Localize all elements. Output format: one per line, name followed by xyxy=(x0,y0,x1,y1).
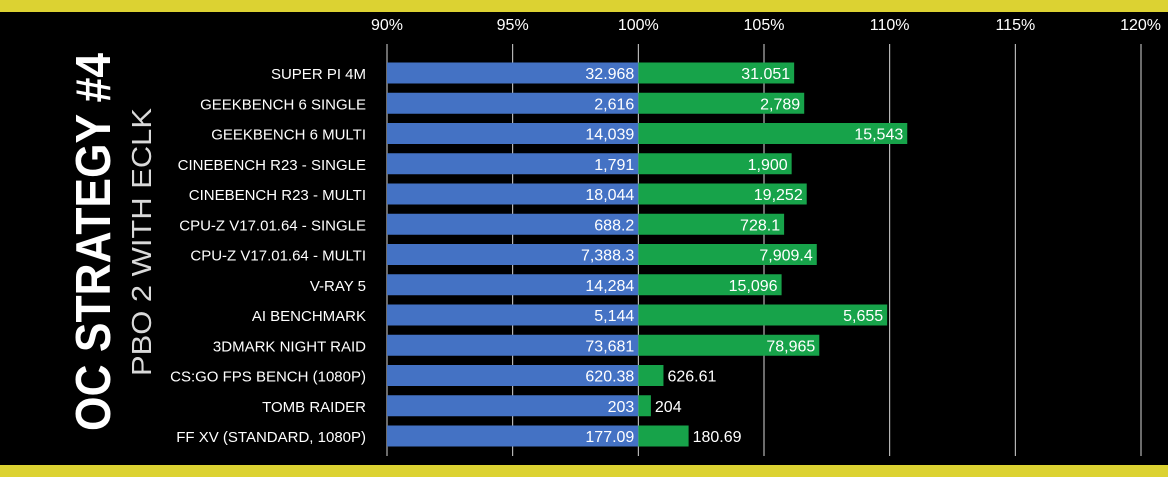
category-label: V-RAY 5 xyxy=(310,278,366,295)
category-label: 3DMARK NIGHT RAID xyxy=(213,338,366,355)
oc-value-label: 180.69 xyxy=(693,429,742,446)
baseline-bar xyxy=(387,62,639,84)
baseline-value-label: 5,144 xyxy=(594,308,634,325)
category-label: CS:GO FPS BENCH (1080P) xyxy=(170,369,366,386)
chart-subtitle: PBO 2 WITH ECLK xyxy=(126,108,157,376)
baseline-value-label: 2,616 xyxy=(594,96,634,113)
oc-bar xyxy=(638,425,689,447)
oc-bar xyxy=(638,395,651,417)
baseline-bar xyxy=(387,425,639,447)
baseline-value-label: 620.38 xyxy=(585,369,634,386)
category-label: CINEBENCH R23 - MULTI xyxy=(189,187,366,204)
side-title: OC STRATEGY #4 PBO 2 WITH ECLK xyxy=(67,53,157,431)
chart-title: OC STRATEGY #4 xyxy=(67,53,121,431)
x-tick-label: 100% xyxy=(618,17,659,34)
baseline-value-label: 18,044 xyxy=(585,187,634,204)
oc-bar xyxy=(638,244,817,265)
baseline-bar xyxy=(387,92,639,114)
oc-value-label: 204 xyxy=(655,399,682,416)
baseline-value-label: 14,039 xyxy=(585,127,634,144)
oc-value-label: 19,252 xyxy=(754,187,803,204)
category-label: TOMB RAIDER xyxy=(262,399,366,416)
baseline-bar xyxy=(387,213,639,235)
baseline-value-label: 7,388.3 xyxy=(581,248,634,265)
baseline-bar xyxy=(387,183,639,205)
bars xyxy=(387,62,908,447)
oc-value-label: 728.1 xyxy=(740,217,780,234)
oc-bar xyxy=(638,274,782,296)
baseline-value-label: 688.2 xyxy=(594,217,634,234)
x-tick-label: 95% xyxy=(497,17,529,34)
x-tick-label: 90% xyxy=(371,17,403,34)
category-label: GEEKBENCH 6 MULTI xyxy=(211,127,366,144)
category-label: SUPER PI 4M xyxy=(271,66,366,83)
x-tick-label: 110% xyxy=(870,17,910,34)
oc-bar xyxy=(638,153,792,175)
top-accent-band xyxy=(0,0,1168,12)
oc-value-label: 7,909.4 xyxy=(759,248,812,265)
baseline-bar xyxy=(387,395,639,417)
category-label: GEEKBENCH 6 SINGLE xyxy=(200,96,366,113)
oc-value-label: 1,900 xyxy=(748,157,788,174)
oc-bar xyxy=(638,62,795,84)
baseline-bar xyxy=(387,244,639,265)
oc-value-label: 15,543 xyxy=(854,127,903,144)
baseline-bar xyxy=(387,123,639,144)
baseline-value-label: 73,681 xyxy=(585,338,634,355)
oc-value-label: 2,789 xyxy=(760,96,800,113)
baseline-bar xyxy=(387,334,639,356)
oc-bar xyxy=(638,213,785,235)
category-label: FF XV (STANDARD, 1080P) xyxy=(176,429,366,446)
baseline-value-label: 203 xyxy=(608,399,635,416)
category-label: CPU-Z V17.01.64 - SINGLE xyxy=(179,217,366,234)
baseline-bar xyxy=(387,153,639,175)
oc-value-label: 5,655 xyxy=(843,308,883,325)
baseline-value-label: 1,791 xyxy=(594,157,634,174)
baseline-bar xyxy=(387,365,639,386)
category-labels: SUPER PI 4M GEEKBENCH 6 SINGLE GEEKBENCH 6… xyxy=(170,66,366,446)
oc-bar xyxy=(638,92,805,114)
oc-value-label: 626.61 xyxy=(667,369,716,386)
baseline-bar xyxy=(387,274,639,296)
category-label: CINEBENCH R23 - SINGLE xyxy=(178,157,366,174)
bottom-accent-band xyxy=(0,465,1168,477)
oc-bar xyxy=(638,304,888,326)
baseline-value-label: 177.09 xyxy=(585,429,634,446)
oc-value-label: 15,096 xyxy=(729,278,778,295)
baseline-value-label: 14,284 xyxy=(585,278,634,295)
oc-bar xyxy=(638,334,820,356)
oc-bar xyxy=(638,365,664,386)
bar-value-labels: 32.968 31.051 2,616 2,789 14,039 15,543 1,791 1… xyxy=(581,66,903,446)
oc-value-label: 78,965 xyxy=(766,338,815,355)
x-tick-label: 120% xyxy=(1120,17,1161,34)
x-axis-ticks: 90% 95% 100% 105% 110% 115% 120% xyxy=(371,17,1161,34)
baseline-value-label: 32.968 xyxy=(585,66,634,83)
category-label: CPU-Z V17.01.64 - MULTI xyxy=(190,248,366,265)
oc-bar xyxy=(638,123,908,144)
baseline-bar xyxy=(387,304,639,326)
oc-value-label: 31.051 xyxy=(741,66,790,83)
oc-bar xyxy=(638,183,807,205)
x-tick-label: 105% xyxy=(744,17,785,34)
category-label: AI BENCHMARK xyxy=(252,308,366,325)
x-tick-label: 115% xyxy=(995,17,1035,34)
